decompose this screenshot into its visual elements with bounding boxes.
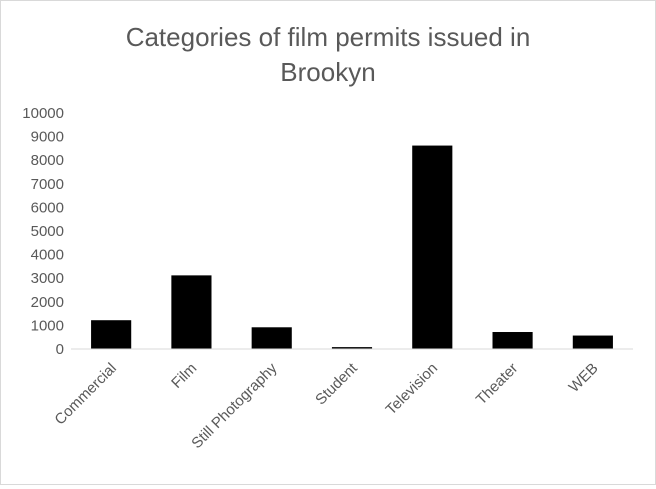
y-tick-label: 10000 xyxy=(22,105,64,122)
bar-student xyxy=(331,347,373,349)
x-tick-label: Student xyxy=(312,359,361,408)
y-tick-label: 0 xyxy=(56,341,64,358)
x-tick-label: Commercial xyxy=(51,360,120,429)
bar-commercial xyxy=(91,320,132,349)
y-tick-label: 6000 xyxy=(31,199,64,216)
y-tick-label: 9000 xyxy=(31,129,64,146)
y-tick-label: 7000 xyxy=(31,176,64,193)
x-tick-label: Theater xyxy=(473,360,522,409)
x-tick-label: Still Photography xyxy=(188,359,281,452)
bar-film xyxy=(171,275,212,349)
bar-television xyxy=(412,145,453,349)
y-tick-label: 5000 xyxy=(31,223,64,240)
x-tick-label: Film xyxy=(168,360,200,392)
chart-title-line-1: Categories of film permits issued in xyxy=(126,22,531,52)
y-tick-label: 8000 xyxy=(31,152,64,169)
x-tick-label: WEB xyxy=(566,360,602,396)
y-tick-label: 2000 xyxy=(31,294,64,311)
chart-title-line-2: Brookyn xyxy=(280,57,375,87)
y-tick-label: 4000 xyxy=(31,247,64,264)
bar-web xyxy=(572,335,613,349)
bar-theater xyxy=(492,332,533,349)
y-tick-label: 1000 xyxy=(31,317,64,334)
y-tick-label: 3000 xyxy=(31,270,64,287)
bar-still-photography xyxy=(251,327,292,349)
x-tick-label: Television xyxy=(383,360,442,419)
y-axis-ticks: 0 1000 2000 3000 4000 5000 6000 7000 8000 9000 100… xyxy=(22,105,64,358)
bars xyxy=(91,145,613,349)
